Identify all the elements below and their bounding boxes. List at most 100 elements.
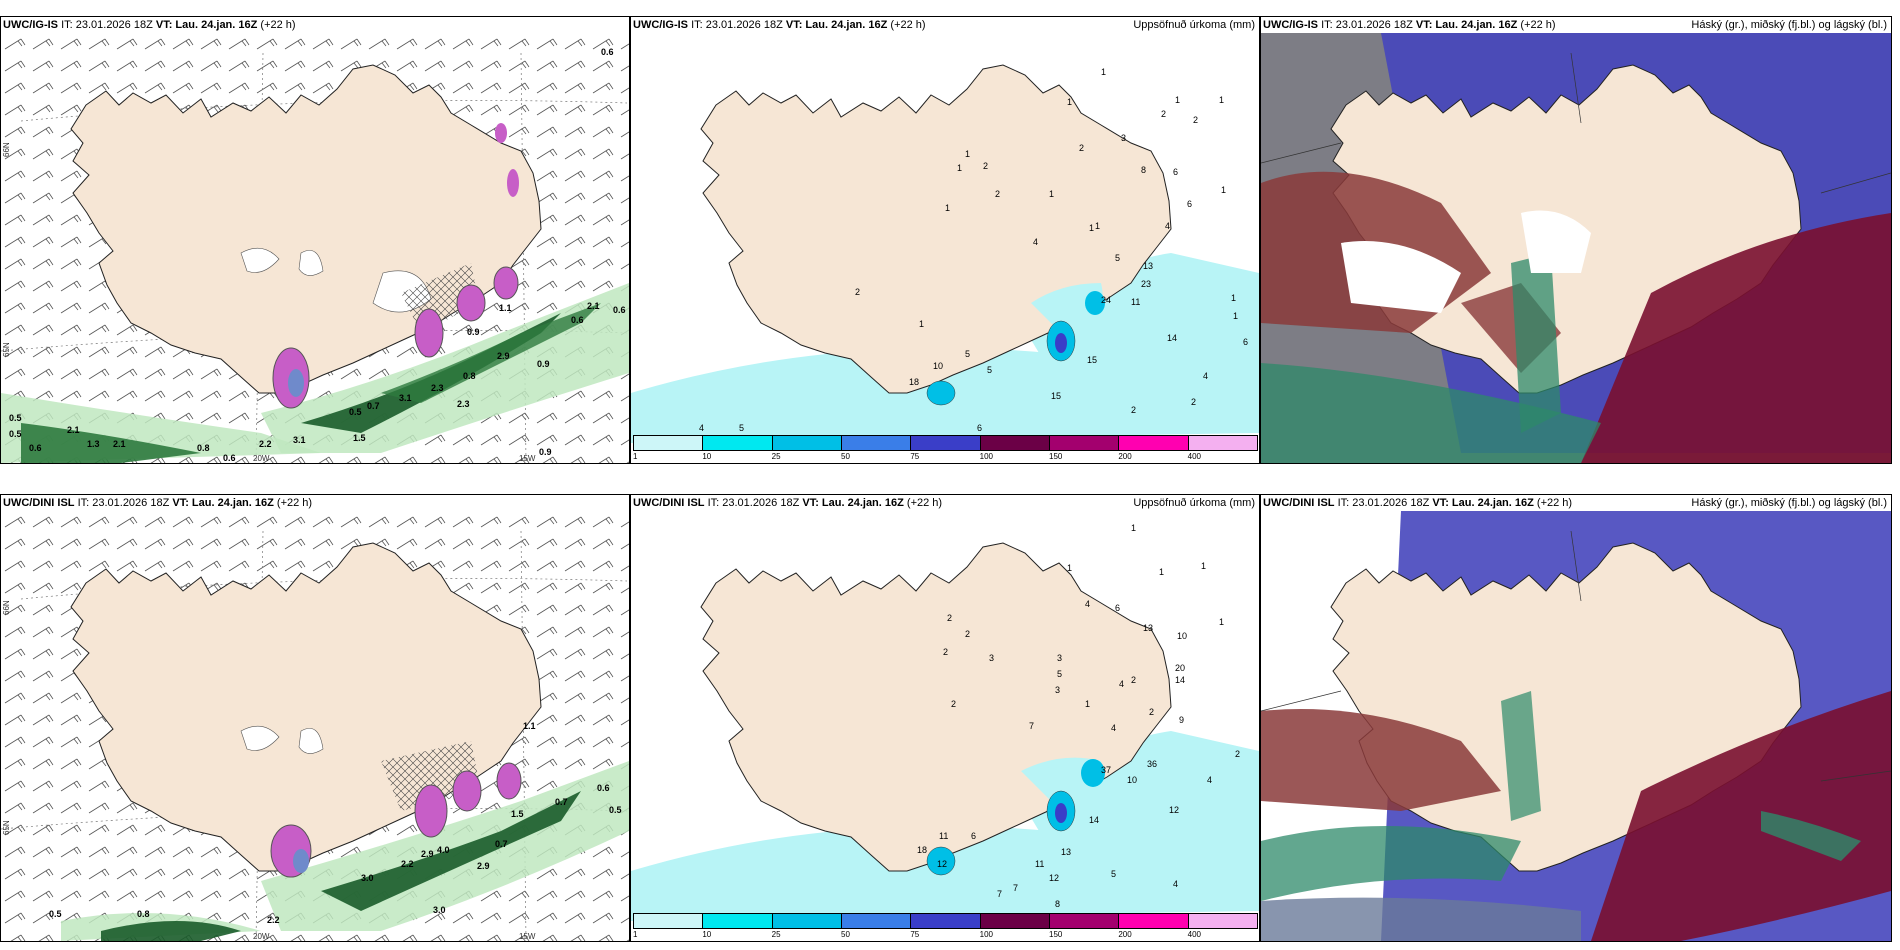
precip-light-area <box>1031 283 1103 333</box>
colorbar-swatch <box>1049 913 1120 929</box>
map-panel-clouds-igis: UWC/IG-IS IT: 23.01.2026 18Z VT: Lau. 24… <box>1260 16 1892 464</box>
svg-text:5: 5 <box>1111 869 1116 879</box>
map-area <box>1261 511 1891 941</box>
svg-text:1: 1 <box>1089 223 1094 233</box>
svg-text:2: 2 <box>983 161 988 171</box>
svg-text:6: 6 <box>1115 603 1120 613</box>
svg-text:37: 37 <box>1101 765 1111 775</box>
svg-text:0.9: 0.9 <box>537 359 550 369</box>
svg-text:2: 2 <box>1191 397 1196 407</box>
colorbar: 1 10 25 50 75 100 150 200 400 <box>633 435 1258 461</box>
snow-cells <box>270 762 522 878</box>
svg-text:2.1: 2.1 <box>67 425 80 435</box>
svg-text:8: 8 <box>1055 899 1060 909</box>
svg-text:1: 1 <box>1101 67 1106 77</box>
svg-text:1.5: 1.5 <box>353 433 366 443</box>
lead-time: (+22 h) <box>276 497 313 509</box>
svg-text:6: 6 <box>1173 167 1178 177</box>
svg-text:2: 2 <box>855 287 860 297</box>
svg-text:9: 9 <box>1179 715 1184 725</box>
svg-text:2: 2 <box>1149 707 1154 717</box>
svg-text:4: 4 <box>699 423 704 433</box>
colorbar-tick-label: 100 <box>979 930 994 939</box>
svg-text:3.0: 3.0 <box>433 905 446 915</box>
svg-text:0.6: 0.6 <box>601 47 614 57</box>
svg-text:0.7: 0.7 <box>555 797 568 807</box>
svg-text:2: 2 <box>995 189 1000 199</box>
svg-text:0.6: 0.6 <box>613 305 626 315</box>
svg-text:2.1: 2.1 <box>587 301 600 311</box>
svg-text:10: 10 <box>1177 631 1187 641</box>
map-area: 1 1 1 1 2 2 2 3 4 6 13 10 20 14 1 3 5 3 … <box>631 511 1259 941</box>
svg-text:13: 13 <box>1143 261 1153 271</box>
colorbar-tick-label: 10 <box>702 930 712 939</box>
svg-text:1: 1 <box>1049 189 1054 199</box>
model-name: UWC/IG-IS <box>1263 19 1318 31</box>
svg-text:6: 6 <box>1243 337 1248 347</box>
map-area: 1 1 1 1 2 2 2 2 3 8 1 2 1 4 1 1 6 4 6 5 <box>631 33 1259 463</box>
lead-time: (+22 h) <box>1520 19 1556 31</box>
svg-text:1: 1 <box>1159 567 1164 577</box>
colorbar-swatch <box>702 435 773 451</box>
svg-text:11: 11 <box>939 831 948 841</box>
svg-text:3.0: 3.0 <box>361 873 374 883</box>
valid-time-label: VT: <box>172 497 189 509</box>
svg-text:1: 1 <box>1201 561 1206 571</box>
svg-text:1: 1 <box>1175 95 1180 105</box>
svg-text:7: 7 <box>1013 883 1018 893</box>
colorbar-swatch <box>979 435 1050 451</box>
model-name: UWC/IG-IS <box>633 19 688 31</box>
svg-text:12: 12 <box>1169 805 1179 815</box>
svg-text:2.9: 2.9 <box>477 861 490 871</box>
svg-text:11: 11 <box>1131 297 1140 307</box>
svg-text:14: 14 <box>1089 815 1099 825</box>
colorbar-swatch <box>1187 913 1258 929</box>
snow-bands <box>1 283 629 463</box>
colorbar: 1 10 25 50 75 100 150 200 400 <box>633 913 1258 939</box>
colorbar-tick-label: 50 <box>841 452 850 461</box>
svg-text:8: 8 <box>1141 165 1146 175</box>
svg-text:2: 2 <box>1131 675 1136 685</box>
svg-text:0.8: 0.8 <box>137 909 150 919</box>
snow-bands <box>61 761 629 941</box>
lead-time: (+22 h) <box>1536 497 1573 509</box>
svg-text:1: 1 <box>1095 221 1100 231</box>
colorbar-tick-label: 10 <box>702 452 712 461</box>
svg-text:0.8: 0.8 <box>197 443 210 453</box>
svg-text:2.9: 2.9 <box>497 351 510 361</box>
svg-text:14: 14 <box>1175 675 1185 685</box>
svg-text:1: 1 <box>957 163 962 173</box>
valid-time-label: VT: <box>155 19 173 31</box>
wind-map-svg: 66N 65N 20W 15W 0.6 0.5 0.5 0.6 2.1 1.3 … <box>1 33 629 463</box>
svg-text:20: 20 <box>1175 663 1185 673</box>
panel-field-title: Uppsöfnuð úrkoma (mm) <box>1133 497 1255 509</box>
snow-cells <box>272 123 519 409</box>
valid-time-label: VT: <box>802 497 819 509</box>
valid-time-label: VT: <box>1415 19 1433 31</box>
svg-text:5: 5 <box>965 349 970 359</box>
svg-text:10: 10 <box>933 361 943 371</box>
domain-lines <box>1261 530 1891 782</box>
svg-text:2.1: 2.1 <box>113 439 126 449</box>
precip-map-svg: 1 1 1 1 2 2 2 2 3 8 1 2 1 4 1 1 6 4 6 5 <box>631 64 1259 447</box>
map-area: 66N 65N 20W 15W 0.6 0.5 0.5 0.6 2.1 1.3 … <box>1 33 629 463</box>
panel-header: UWC/DINI ISL IT: 23.01.2026 18Z VT: Lau.… <box>631 495 1259 511</box>
colorbar-swatch <box>702 913 773 929</box>
svg-text:2: 2 <box>1161 109 1166 119</box>
svg-text:0.5: 0.5 <box>609 805 622 815</box>
panel-header: UWC/IG-IS IT: 23.01.2026 18Z VT: Lau. 24… <box>631 17 1259 33</box>
valid-time: Lau. 24.jan. 16Z <box>175 19 258 31</box>
svg-text:0.6: 0.6 <box>223 453 236 463</box>
panel-field-title: Uppsöfnuð úrkoma (mm) <box>1133 19 1255 31</box>
cloud-map-svg <box>1261 511 1891 941</box>
valid-time-label: VT: <box>1432 497 1449 509</box>
svg-text:3.1: 3.1 <box>293 435 306 445</box>
lon-label-15w: 15W <box>519 932 536 941</box>
glacier-hole <box>298 250 324 276</box>
glacier-hole <box>240 725 280 751</box>
svg-text:2: 2 <box>943 647 948 657</box>
svg-text:0.9: 0.9 <box>467 327 480 337</box>
svg-text:2: 2 <box>965 629 970 639</box>
precip-cell <box>926 380 956 406</box>
init-time: IT: 23.01.2026 18Z <box>77 497 170 509</box>
